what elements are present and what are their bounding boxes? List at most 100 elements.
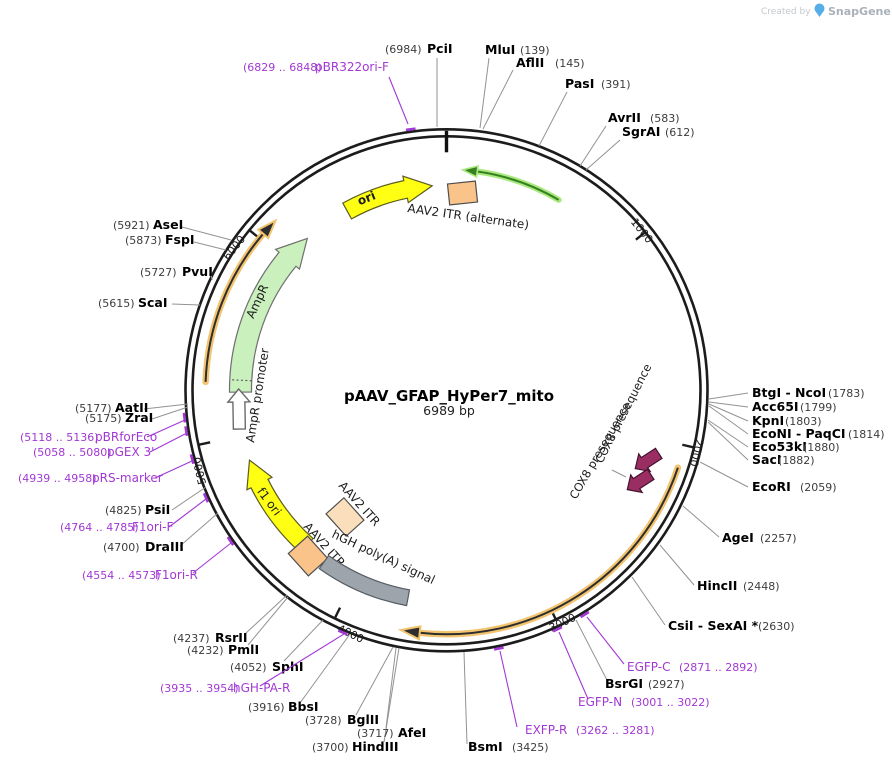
leader-pmli xyxy=(247,596,289,646)
site-pasi[interactable]: PasI (391) xyxy=(538,76,631,147)
primer-tick xyxy=(189,454,195,465)
site-pcii[interactable]: (6984) PciI xyxy=(385,41,453,127)
site-pos: (3700) xyxy=(312,741,349,754)
feature-cox8-arrow-2[interactable] xyxy=(622,466,657,499)
primer-pbr322ori-f[interactable]: (6829 .. 6848) pBR322ori-F xyxy=(243,60,416,132)
primer-prs-marker[interactable]: (4939 .. 4958) pRS-marker xyxy=(18,454,195,485)
feature-ampr-promoter-arrow[interactable] xyxy=(226,387,252,430)
green-arrow-feature[interactable] xyxy=(460,164,562,203)
primer-leader xyxy=(146,419,186,438)
leader-avrii xyxy=(579,125,607,167)
feature-f1-ori-arrow[interactable] xyxy=(246,458,314,554)
site-label: ScaI xyxy=(138,295,168,310)
site-saci[interactable]: SacI (1882) xyxy=(707,421,815,467)
feature-cox8-arrow-1[interactable] xyxy=(630,445,665,478)
feature-hgh-polya-band[interactable] xyxy=(318,554,411,607)
leader-fspi xyxy=(193,241,227,251)
feature-ori-arrow[interactable] xyxy=(341,175,434,220)
feature-ori-label[interactable]: ori xyxy=(355,188,377,208)
site-pos: (1814) xyxy=(848,428,885,441)
primer-f1ori-f[interactable]: (4764 .. 4785) F1ori-F xyxy=(60,492,210,534)
primer-tick xyxy=(493,646,504,651)
site-rsrii[interactable]: (4237) RsrII xyxy=(173,594,288,645)
site-acc65i[interactable]: Acc65I (1799) xyxy=(708,399,837,414)
primer-range: (6829 .. 6848) xyxy=(243,61,322,74)
amber-arc-left[interactable] xyxy=(202,218,278,386)
primer-label: pGEX 3' xyxy=(107,445,154,459)
site-label: AfeI xyxy=(398,725,426,740)
leader-saci xyxy=(707,421,749,461)
primer-leader xyxy=(149,432,188,453)
primer-leader xyxy=(154,460,193,479)
site-label: KpnI xyxy=(752,413,784,428)
site-mlui[interactable]: MluI (139) xyxy=(479,42,550,129)
site-btgi-ncoi[interactable]: BtgI - NcoI (1783) xyxy=(708,385,865,400)
primer-tick xyxy=(337,629,348,636)
site-eco53ki[interactable]: Eco53kI (1880) xyxy=(707,419,840,454)
site-label: EcoRI xyxy=(752,479,791,494)
site-aatii[interactable]: (5177) AatII xyxy=(75,400,189,415)
site-aflii[interactable]: AflII (145) xyxy=(482,55,585,130)
site-bbsi[interactable]: (3916) BbsI xyxy=(248,633,351,714)
site-sphi[interactable]: (4052) SphI xyxy=(230,619,324,674)
amber-arc-right[interactable] xyxy=(397,464,682,641)
primer-leader xyxy=(558,631,589,700)
leader-bbsi xyxy=(299,633,351,704)
site-pos: (391) xyxy=(601,78,631,91)
site-pmli[interactable]: (4232) PmlI xyxy=(187,596,289,657)
primer-f1ori-r[interactable]: (4554 .. 4573) F1ori-R xyxy=(82,536,235,582)
feature-ampr-arrow[interactable] xyxy=(228,237,309,393)
primer-range: (3001 .. 3022) xyxy=(631,696,710,709)
site-psii[interactable]: (4825) PsiI xyxy=(105,486,207,517)
site-bglii[interactable]: (3728) BglII xyxy=(305,646,394,727)
scale-label-2000: 2000 xyxy=(687,438,706,468)
site-afei[interactable]: (3717) AfeI xyxy=(357,647,426,740)
primer-egfp-n[interactable]: EGFP-N (3001 .. 3022) xyxy=(552,626,710,709)
amber-arc-left-core xyxy=(204,233,264,382)
primer-pgex-3[interactable]: (5058 .. 5080) pGEX 3' xyxy=(33,426,189,459)
site-pvui[interactable]: (5727) PvuI xyxy=(140,264,213,281)
site-pos: (2448) xyxy=(743,580,780,593)
primer-label: F1ori-F xyxy=(132,520,173,534)
scale-label-5000: 5000 xyxy=(190,456,209,486)
site-econi-paqci[interactable]: EcoNI - PaqCI (1814) xyxy=(708,405,885,441)
credit-brand: SnapGene xyxy=(828,5,891,18)
scale-tick-2000 xyxy=(682,443,695,449)
site-bsmi[interactable]: BsmI (3425) xyxy=(463,651,549,754)
primer-label: EGFP-C xyxy=(627,660,670,674)
feature-aav2-itr-upper-box[interactable] xyxy=(325,496,365,538)
primer-range: (2871 .. 2892) xyxy=(679,661,758,674)
leader-sgrai xyxy=(585,139,621,171)
site-fspi[interactable]: (5873) FspI xyxy=(125,232,227,251)
primer-range: (3935 .. 3954) xyxy=(160,682,239,695)
feature-aav2-itr-alt-box[interactable] xyxy=(446,180,479,206)
leader-aatii xyxy=(143,403,189,410)
site-sgrai[interactable]: SgrAI (612) xyxy=(585,124,695,171)
site-draiii[interactable]: (4700) DraIII xyxy=(103,512,219,554)
primer-egfp-c[interactable]: EGFP-C (2871 .. 2892) xyxy=(579,610,758,674)
site-agei[interactable]: AgeI (2257) xyxy=(682,505,797,545)
feature-aav2-itr-lower-box[interactable] xyxy=(287,535,329,577)
amber-arc-left-arrowhead-icon xyxy=(256,218,278,240)
primer-leader xyxy=(168,498,207,528)
site-zrai[interactable]: (5175) ZraI xyxy=(85,406,189,425)
primer-tick xyxy=(552,626,563,633)
feature-cox8-label-2[interactable]: COX8 presequence xyxy=(566,400,633,502)
site-scai[interactable]: (5615) ScaI xyxy=(98,295,201,310)
site-kpni[interactable]: KpnI (1803) xyxy=(708,403,822,428)
scale-tick-1000 xyxy=(635,230,647,241)
site-csii-sexai[interactable]: CsiI - SexAI * (2630) xyxy=(631,576,795,633)
site-avrii[interactable]: AvrII (583) xyxy=(579,110,680,167)
primer-exfp-r[interactable]: EXFP-R (3262 .. 3281) xyxy=(493,646,655,737)
primer-pbrforeco[interactable]: (5118 .. 5136) pBRforEco xyxy=(20,412,187,444)
site-ecori[interactable]: EcoRI (2059) xyxy=(699,461,837,494)
feature-aav2-itr-alt-label[interactable]: AAV2 ITR (alternate) xyxy=(407,201,530,232)
primer-hgh-pa-r[interactable]: (3935 .. 3954) hGH-PA-R xyxy=(160,629,348,695)
site-bsrgi[interactable]: BsrGI (2927) xyxy=(575,619,685,691)
leader-econi xyxy=(708,405,749,435)
plasmid-length: 6989 bp xyxy=(423,403,475,418)
site-asei[interactable]: (5921) AseI xyxy=(113,217,232,241)
plasmid-backbone-outer xyxy=(184,127,709,653)
site-hincii[interactable]: HincII (2448) xyxy=(659,544,780,593)
